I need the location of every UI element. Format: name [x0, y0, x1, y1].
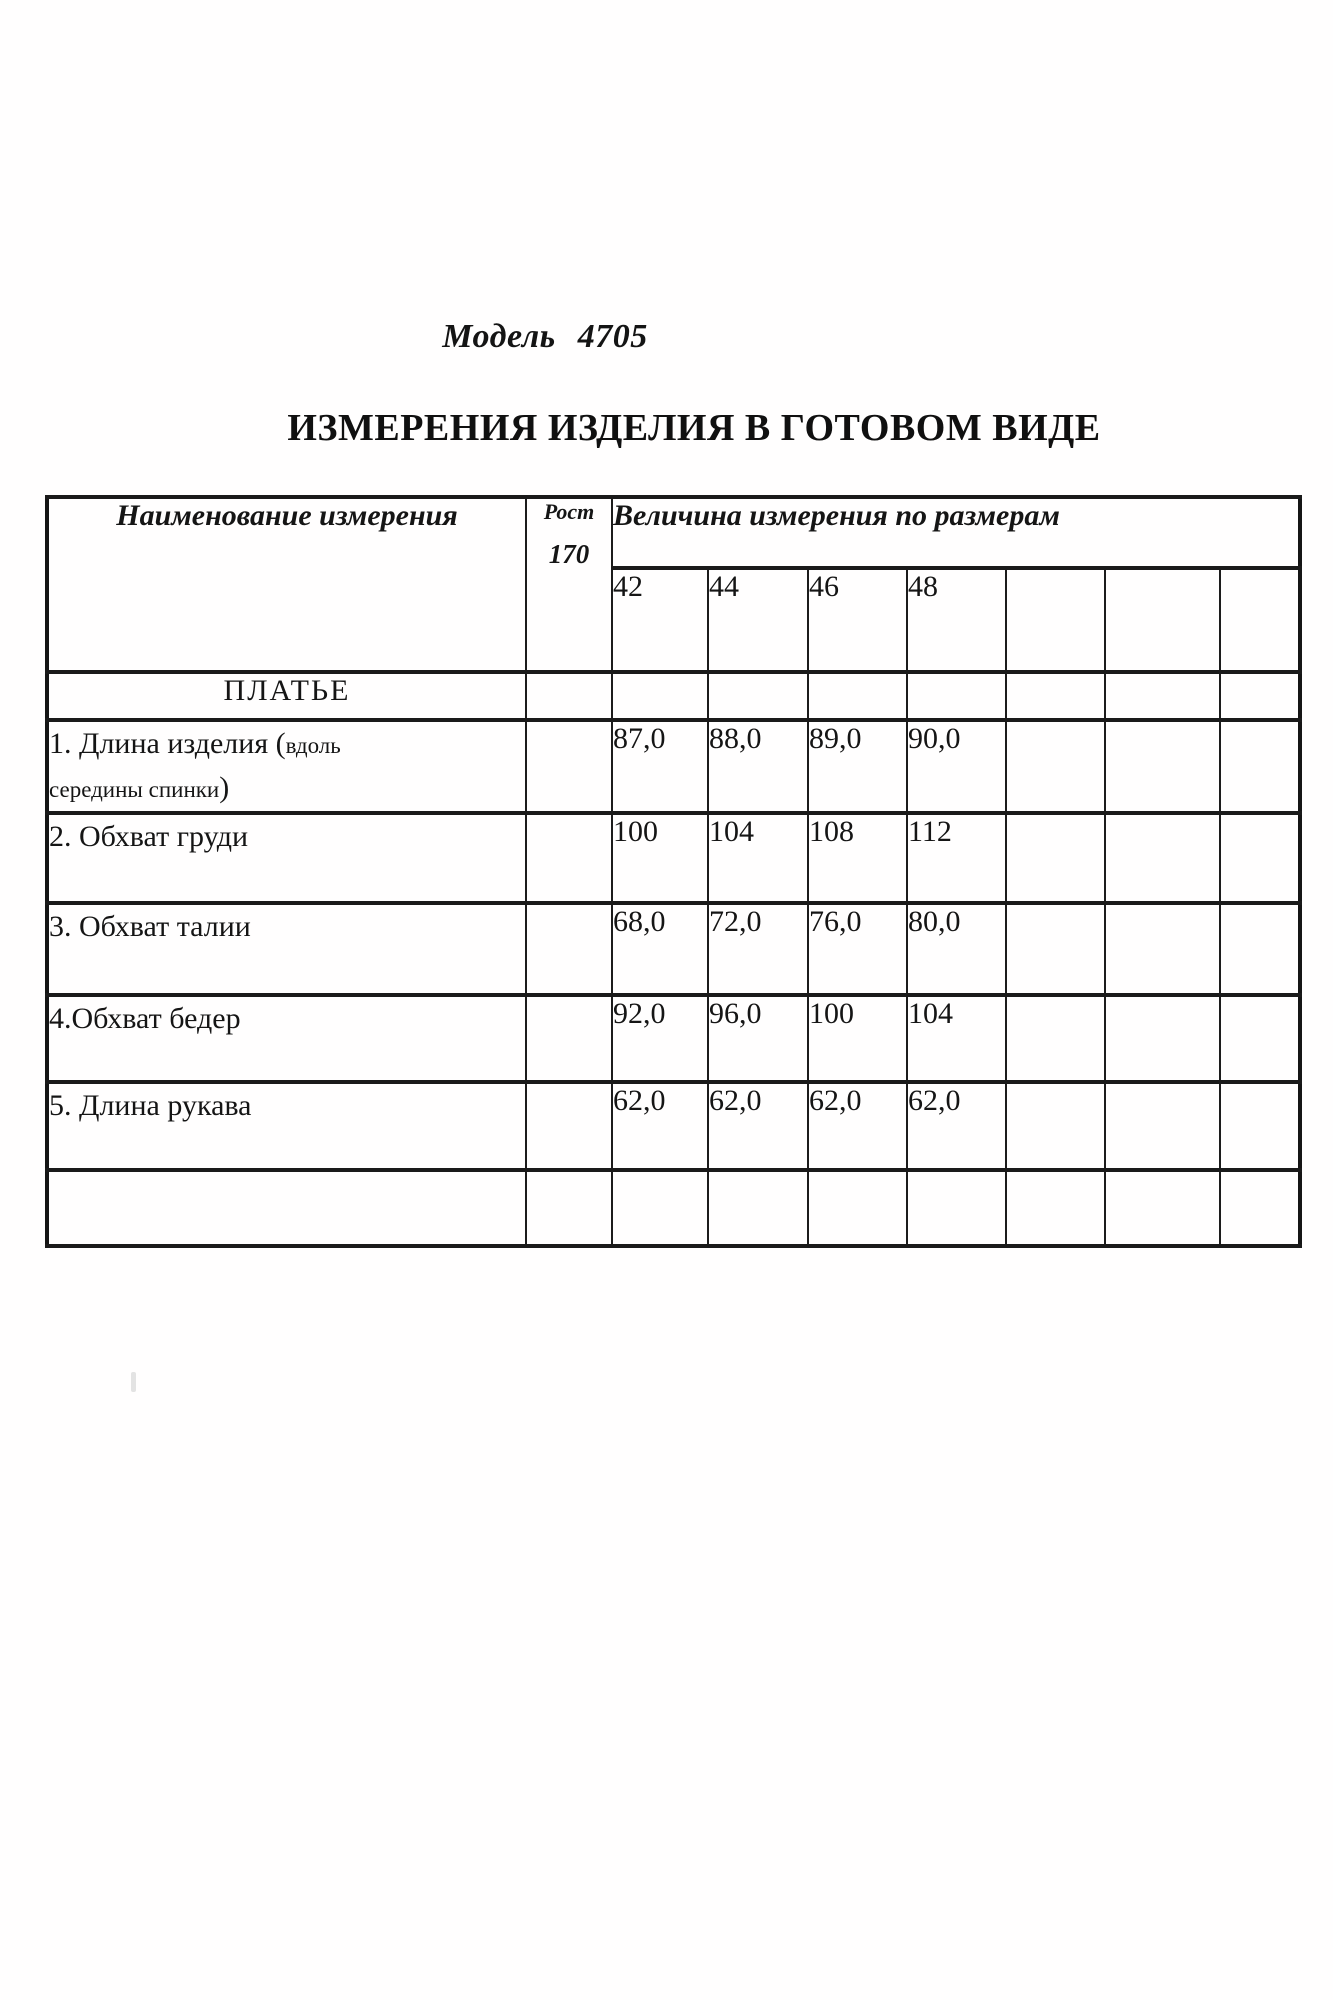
value-cell: [1104, 993, 1221, 1084]
scan-artifact: [131, 1372, 136, 1392]
value-cell: [707, 1168, 809, 1248]
value-cell: [1104, 1080, 1221, 1172]
value-cell: 62,0: [707, 1080, 809, 1172]
value-cell: [1005, 1080, 1106, 1172]
empty-cell: [807, 670, 908, 722]
value-cell: 62,0: [807, 1080, 908, 1172]
value-cell: 112: [906, 811, 1007, 905]
rost-cell: [525, 901, 613, 997]
rost-label: Рост: [543, 499, 595, 524]
table-row-empty: [46, 1168, 1302, 1248]
row-label: 1. Длина изделия (вдоль середины спинки): [46, 718, 527, 815]
value-cell: [906, 1168, 1007, 1248]
rost-cell: [525, 993, 613, 1084]
empty-cell: [525, 670, 613, 722]
model-number: 4705: [577, 318, 648, 355]
rost-cell: [525, 1080, 613, 1172]
model-word: Модель: [442, 318, 556, 355]
table-row-sleeve: 5. Длина рукава 62,0 62,0 62,0 62,0: [46, 1080, 1302, 1172]
empty-cell: [1218, 670, 1302, 722]
rost-value: 170: [548, 539, 590, 569]
value-cell: [611, 1168, 709, 1248]
empty-cell: [707, 670, 809, 722]
rost-cell: [525, 1168, 613, 1248]
rost-cell: [525, 718, 613, 815]
value-cell: [1005, 718, 1106, 815]
value-cell: 72,0: [707, 901, 809, 997]
empty-cell: [1005, 670, 1106, 722]
value-cell: 89,0: [807, 718, 908, 815]
table-row-waist: 3. Обхват талии 68,0 72,0 76,0 80,0: [46, 901, 1302, 997]
row-label: 4.Обхват бедер: [46, 993, 527, 1084]
value-cell: 88,0: [707, 718, 809, 815]
sizes-row: 42 44 46 48: [47, 566, 1302, 674]
row-label: [46, 1168, 527, 1248]
value-cell: 76,0: [807, 901, 908, 997]
size-42: 42: [611, 566, 709, 674]
table-row-hips: 4.Обхват бедер 92,0 96,0 100 104: [46, 993, 1302, 1084]
header-name-column: Наименование измерения: [46, 495, 527, 674]
size-48: 48: [906, 566, 1007, 674]
value-cell: [1104, 901, 1221, 997]
size-empty-1: [1005, 566, 1106, 674]
table-header-row: Наименование измерения Рост 170 Величина…: [46, 494, 1302, 674]
value-cell: 80,0: [906, 901, 1007, 997]
value-cell: 62,0: [906, 1080, 1007, 1172]
size-46: 46: [807, 566, 908, 674]
value-cell: 100: [611, 811, 709, 905]
value-cell: 108: [807, 811, 908, 905]
value-cell: 104: [906, 993, 1007, 1084]
value-cell: 62,0: [611, 1080, 709, 1172]
value-cell: 68,0: [611, 901, 709, 997]
row-label-paren: ): [219, 770, 230, 804]
table-row-bust: 2. Обхват груди 100 104 108 112: [46, 811, 1302, 905]
empty-cell: [1104, 670, 1221, 722]
value-cell: [1218, 811, 1302, 905]
value-cell: 92,0: [611, 993, 709, 1084]
section-label: ПЛАТЬЕ: [46, 670, 527, 722]
value-cell: [1218, 993, 1302, 1084]
row-label-small: вдоль: [285, 733, 341, 758]
header-values-span: Величина измерения по размерам: [610, 494, 1302, 571]
value-cell: 104: [707, 811, 809, 905]
document-heading: ИЗМЕРЕНИЯ ИЗДЕЛИЯ В ГОТОВОМ ВИДЕ: [287, 407, 1101, 449]
size-44: 44: [707, 566, 809, 674]
row-label: 5. Длина рукава: [46, 1080, 527, 1172]
row-label: 2. Обхват груди: [46, 811, 527, 905]
row-label: 3. Обхват талии: [46, 901, 527, 997]
table-row-length: 1. Длина изделия (вдоль середины спинки)…: [46, 718, 1302, 815]
value-cell: [1005, 993, 1106, 1084]
value-cell: [1104, 1168, 1221, 1248]
value-cell: [1104, 718, 1221, 815]
value-cell: [1218, 1080, 1302, 1172]
value-cell: [1218, 1168, 1302, 1248]
value-cell: [1005, 901, 1106, 997]
value-cell: 96,0: [707, 993, 809, 1084]
value-cell: 87,0: [611, 718, 709, 815]
rost-cell: [525, 811, 613, 905]
row-label-main: 1. Длина изделия (: [49, 727, 286, 760]
value-cell: 90,0: [906, 718, 1007, 815]
empty-cell: [906, 670, 1007, 722]
empty-cell: [611, 670, 709, 722]
value-cell: [1005, 811, 1106, 905]
measurements-table: Наименование измерения Рост 170 Величина…: [45, 494, 1303, 1248]
value-cell: [1218, 901, 1302, 997]
value-cell: [807, 1168, 908, 1248]
model-title: Модель 4705: [0, 318, 1090, 356]
value-cell: 100: [807, 993, 908, 1084]
size-empty-3: [1218, 566, 1302, 674]
size-empty-2: [1104, 566, 1221, 674]
value-cell: [1218, 718, 1302, 815]
header-rost-column: Рост 170: [525, 495, 613, 674]
value-cell: [1104, 811, 1221, 905]
value-cell: [1005, 1168, 1106, 1248]
section-row: ПЛАТЬЕ: [46, 670, 1302, 722]
row-label-small: середины спинки: [49, 776, 220, 802]
